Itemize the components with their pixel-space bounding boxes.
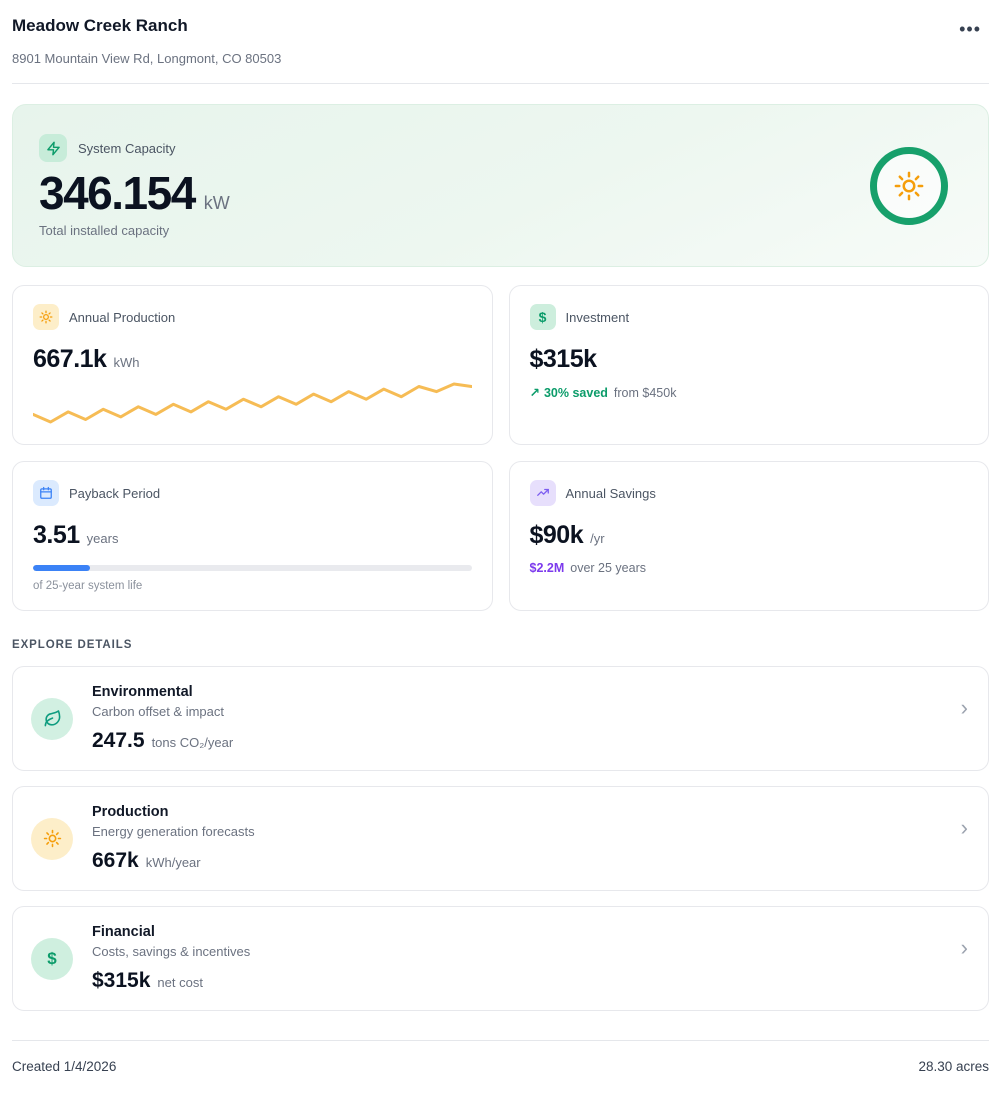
annual-production-value: 667.1k (33, 345, 107, 373)
sun-icon (31, 817, 73, 860)
lifetime-savings-note: over 25 years (570, 561, 646, 575)
solar-ring-badge (870, 147, 948, 225)
page-title: Meadow Creek Ranch (12, 16, 188, 35)
payback-period-card: Payback Period 3.51 years of 25-year sys… (12, 461, 493, 611)
annual-savings-unit: /yr (590, 531, 605, 546)
trending-up-icon (529, 480, 556, 506)
calendar-icon (33, 480, 59, 506)
system-capacity-caption: Total installed capacity (39, 222, 170, 238)
annual-savings-value: $90k (529, 521, 584, 549)
system-capacity-unit: kW (203, 193, 230, 214)
overflow-menu-button[interactable]: ••• (951, 16, 989, 42)
production-card[interactable]: Production Energy generation forecasts 6… (12, 786, 989, 891)
system-capacity-content: System Capacity 346.154 kW Total install… (39, 134, 230, 238)
dollar-icon: $ (31, 937, 73, 980)
header-divider (12, 83, 989, 84)
trend-up-icon: ↗ (529, 386, 540, 400)
payback-caption: of 25-year system life (33, 580, 143, 592)
footer: Created 1/4/2026 28.30 acres (12, 1040, 989, 1074)
chevron-right-icon: › (960, 695, 968, 720)
production-title: Production (92, 804, 169, 820)
annual-savings-label: Annual Savings (565, 485, 656, 501)
created-date: Created 1/4/2026 (12, 1059, 117, 1074)
annual-production-label: Annual Production (69, 309, 176, 325)
environmental-value: 247.5 (92, 729, 145, 752)
chevron-right-icon: › (960, 815, 968, 840)
payback-progress-track (33, 565, 472, 571)
payback-period-label: Payback Period (69, 485, 161, 501)
production-sparkline (33, 382, 472, 424)
production-unit: kWh/year (145, 855, 201, 870)
annual-production-unit: kWh (113, 355, 140, 370)
project-area: 28.30 acres (918, 1059, 989, 1074)
solar-project-dashboard: Meadow Creek Ranch ••• 8901 Mountain Vie… (12, 16, 989, 1074)
system-capacity-value: 346.154 (39, 167, 196, 220)
financial-unit: net cost (157, 975, 203, 990)
production-value: 667k (92, 849, 139, 872)
zap-icon (39, 134, 67, 163)
lifetime-savings-value: $2.2M (529, 561, 565, 575)
leaf-icon (31, 697, 73, 740)
financial-subtitle: Costs, savings & incentives (92, 944, 251, 959)
financial-title: Financial (92, 924, 155, 940)
environmental-card[interactable]: Environmental Carbon offset & impact 247… (12, 666, 989, 771)
explore-details-label: EXPLORE DETAILS (12, 639, 133, 651)
sun-icon (894, 171, 924, 201)
annual-savings-card: Annual Savings $90k /yr $2.2M over 25 ye… (508, 461, 989, 611)
production-subtitle: Energy generation forecasts (92, 824, 255, 839)
investment-card: $ Investment $315k ↗ 30% saved from $450… (508, 285, 989, 445)
payback-period-unit: years (86, 531, 119, 546)
header: Meadow Creek Ranch ••• 8901 Mountain Vie… (12, 16, 989, 84)
investment-value: $315k (529, 345, 598, 373)
financial-card[interactable]: $ Financial Costs, savings & incentives … (12, 906, 989, 1011)
environmental-title: Environmental (92, 684, 193, 700)
investment-delta: 30% saved (543, 386, 608, 400)
environmental-subtitle: Carbon offset & impact (92, 704, 224, 719)
chevron-right-icon: › (960, 935, 968, 960)
investment-label: Investment (565, 309, 630, 325)
system-capacity-card: System Capacity 346.154 kW Total install… (12, 104, 989, 267)
financial-value: $315k (92, 969, 151, 992)
payback-period-value: 3.51 (33, 521, 80, 549)
annual-production-card: Annual Production 667.1k kWh (12, 285, 493, 445)
investment-delta-note: from $450k (613, 386, 677, 400)
project-address: 8901 Mountain View Rd, Longmont, CO 8050… (12, 51, 282, 66)
dollar-icon: $ (529, 304, 556, 330)
sun-icon (33, 304, 59, 330)
system-capacity-label: System Capacity (78, 140, 176, 156)
payback-progress-fill (33, 565, 90, 571)
stats-grid: Annual Production 667.1k kWh $ Investmen… (12, 285, 989, 611)
environmental-unit: tons CO₂/year (151, 735, 234, 750)
